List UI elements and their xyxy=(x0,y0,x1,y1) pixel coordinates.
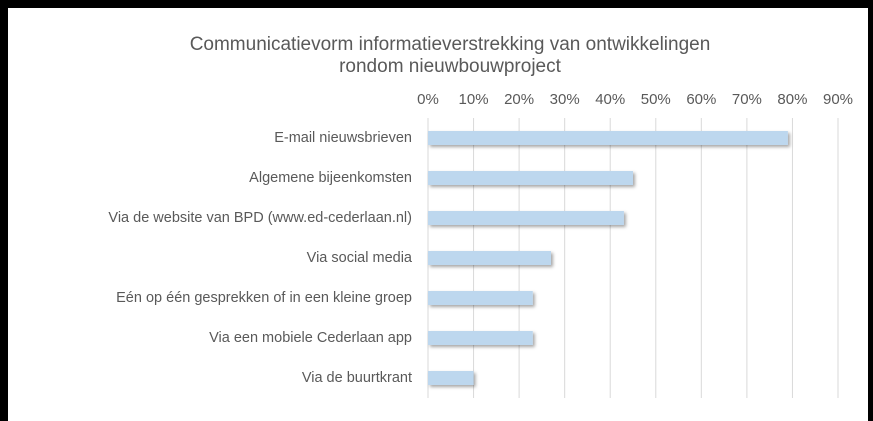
y-tick-label: Algemene bijeenkomsten xyxy=(249,170,412,186)
chart-title: Communicatievorm informatieverstrekking … xyxy=(190,34,711,55)
x-tick-label: 10% xyxy=(459,91,489,108)
bar xyxy=(428,371,474,385)
bar xyxy=(428,251,551,265)
bar xyxy=(428,131,788,145)
bar xyxy=(428,291,533,305)
bar xyxy=(428,211,624,225)
x-tick-label: 60% xyxy=(686,91,716,108)
x-tick-label: 90% xyxy=(823,91,853,108)
y-tick-label: Via de buurtkrant xyxy=(302,370,412,386)
chart-title: rondom nieuwbouwproject xyxy=(339,56,562,77)
x-tick-label: 50% xyxy=(641,91,671,108)
x-tick-label: 20% xyxy=(504,91,534,108)
y-tick-label: Via een mobiele Cederlaan app xyxy=(209,330,412,346)
x-tick-label: 70% xyxy=(732,91,762,108)
y-tick-label: Via social media xyxy=(307,250,413,266)
x-tick-label: 40% xyxy=(595,91,625,108)
x-tick-label: 30% xyxy=(550,91,580,108)
y-tick-label: Eén op één gesprekken of in een kleine g… xyxy=(116,290,412,306)
x-tick-label: 80% xyxy=(777,91,807,108)
x-tick-label: 0% xyxy=(417,91,439,108)
bar xyxy=(428,171,633,185)
y-tick-label: E-mail nieuwsbrieven xyxy=(274,130,412,146)
y-tick-label: Via de website van BPD (www.ed-cederlaan… xyxy=(108,210,412,226)
bar xyxy=(428,331,533,345)
